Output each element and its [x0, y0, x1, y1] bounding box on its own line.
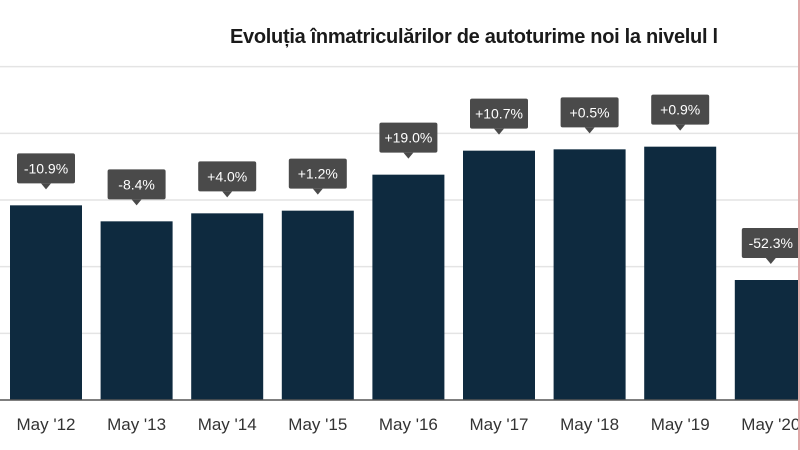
badge-pointer	[131, 199, 142, 206]
badge-box	[17, 153, 75, 184]
bar	[10, 205, 82, 400]
badge-pointer	[41, 183, 51, 190]
data-label: -8.4%	[118, 176, 155, 192]
badge-pointer	[675, 124, 686, 131]
bar	[644, 146, 717, 400]
data-label: +19.0%	[384, 130, 432, 146]
badge-pointer	[765, 258, 776, 264]
bar	[281, 210, 354, 400]
data-label: -10.9%	[24, 160, 68, 176]
bars	[10, 146, 800, 400]
data-label-badge: +0.5%	[560, 97, 619, 134]
bar	[191, 213, 264, 400]
bar	[734, 280, 800, 400]
badge-box	[288, 158, 347, 189]
bar	[463, 150, 535, 400]
data-label: +0.5%	[570, 104, 610, 120]
data-label-badge: -8.4%	[107, 169, 166, 206]
category-label: May '12	[17, 415, 76, 434]
chart-title: Evoluția înmatriculărilor de autoturime …	[230, 26, 718, 48]
category-label: May '18	[560, 415, 619, 434]
badge-box	[741, 228, 800, 258]
badge-box	[560, 97, 619, 128]
category-label: May '13	[107, 415, 166, 434]
category-label: May '14	[198, 415, 257, 434]
right-edge-border	[798, 0, 800, 450]
data-label-badge: +19.0%	[379, 122, 438, 159]
data-label: +10.7%	[475, 106, 523, 122]
badge-pointer	[222, 191, 233, 198]
data-label-badge: -10.9%	[17, 153, 75, 190]
data-label: +4.0%	[207, 168, 247, 184]
category-label: May '16	[379, 415, 438, 434]
badge-box	[470, 98, 528, 129]
data-label-badge: +10.7%	[470, 98, 528, 135]
bar	[372, 174, 445, 400]
data-label-badge: +4.0%	[198, 161, 257, 198]
badge-pointer	[312, 188, 323, 195]
category-label: May '19	[651, 415, 710, 434]
badge-box	[107, 169, 166, 200]
data-label: +1.2%	[298, 166, 338, 182]
badge-pointer	[494, 128, 504, 135]
category-label: May '15	[288, 415, 347, 434]
category-label: May '17	[470, 415, 529, 434]
category-label: May '20	[741, 415, 800, 434]
bar	[553, 149, 626, 400]
badge-pointer	[403, 152, 414, 159]
data-label: +0.9%	[660, 102, 700, 118]
data-label-badge: +0.9%	[651, 94, 710, 131]
category-labels: May '12 May '13 May '14 May '15 May '16 May '…	[17, 415, 800, 434]
data-label-badge: +1.2%	[288, 158, 347, 195]
data-label-badge: -52.3%	[741, 228, 800, 264]
badge-box	[379, 122, 438, 153]
bar	[100, 221, 173, 400]
badge-pointer	[584, 127, 595, 134]
data-labels: -10.9% -8.4% +4.0% +1.2% +19.0% +10.7% +0.5% +0…	[17, 94, 800, 264]
badge-box	[651, 94, 710, 125]
data-label: -52.3%	[749, 235, 793, 251]
badge-box	[198, 161, 257, 192]
